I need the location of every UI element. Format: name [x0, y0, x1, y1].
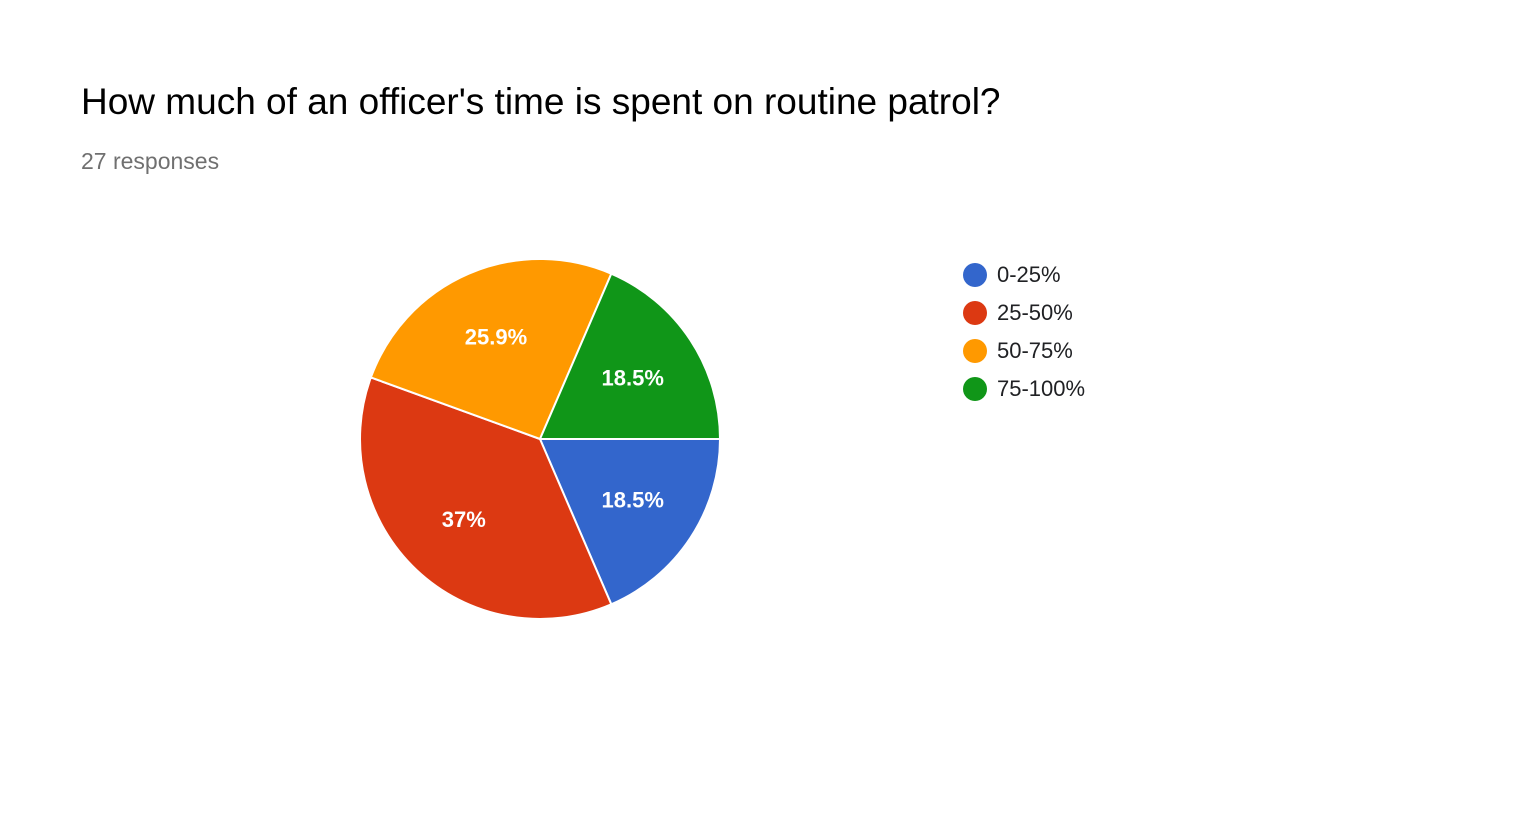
chart-legend: 0-25% 25-50% 50-75% 75-100% [963, 256, 1085, 408]
legend-label-50-75: 50-75% [997, 338, 1073, 363]
legend-item-25-50[interactable]: 25-50% [963, 294, 1085, 332]
legend-label-25-50: 25-50% [997, 300, 1073, 325]
pie-slice-label-0-25: 18.5% [602, 488, 664, 513]
pie-slice-0-25[interactable] [539, 438, 721, 606]
question-title: How much of an officer's time is spent o… [81, 81, 1001, 122]
legend-swatch-25-50 [963, 301, 987, 325]
legend-label-0-25: 0-25% [997, 262, 1061, 287]
legend-item-0-25[interactable]: 0-25% [963, 256, 1085, 294]
pie-slice-label-25-50: 37% [442, 507, 486, 532]
legend-label-75-100: 75-100% [997, 376, 1086, 401]
pie-slice-label-75-100: 18.5% [602, 366, 664, 391]
pie-slice-75-100[interactable] [539, 272, 721, 440]
legend-swatch-75-100 [963, 377, 987, 401]
pie-slice-25-50[interactable] [359, 376, 613, 620]
legend-swatch-50-75 [963, 339, 987, 363]
legend-swatch-0-25 [963, 263, 987, 287]
response-count: 27 responses [81, 148, 220, 174]
pie-slice-50-75[interactable] [369, 258, 613, 440]
legend-item-50-75[interactable]: 50-75% [963, 332, 1085, 370]
legend-item-75-100[interactable]: 75-100% [963, 370, 1085, 408]
pie-slice-label-50-75: 25.9% [465, 325, 527, 350]
